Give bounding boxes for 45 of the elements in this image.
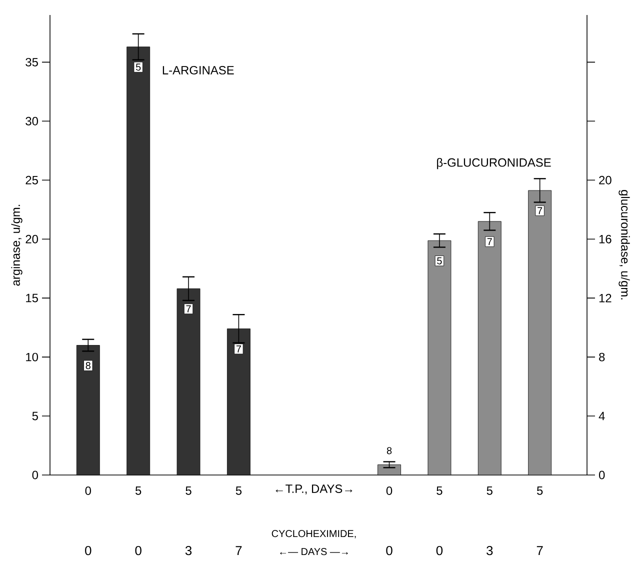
y2-tick-label: 0: [599, 470, 605, 480]
text: 0: [135, 546, 142, 556]
y2-tick-label: 4: [598, 412, 605, 420]
annotation: 8: [86, 362, 90, 370]
annotation: 7: [487, 238, 492, 246]
x-tick-label: 0: [85, 486, 92, 495]
annotation: 5: [437, 257, 442, 264]
x-axis-title: ←T.P., DAYS→: [276, 484, 352, 494]
y-tick-label: 10: [26, 352, 38, 362]
y-axis-title: arginase, u/gm.: [11, 204, 22, 286]
y-tick-label: 5: [32, 412, 38, 420]
y-tick-label: 0: [32, 470, 38, 480]
x-tick-label: 5: [436, 486, 442, 495]
y2-tick-label: 16: [599, 234, 612, 244]
text: 3: [185, 546, 192, 556]
y-tick-label: 25: [26, 176, 38, 184]
y2-tick-label: 12: [599, 294, 612, 302]
y-tick-label: 35: [26, 58, 38, 66]
text: 7: [536, 546, 543, 555]
annotation: 5: [136, 64, 141, 71]
x-tick-label: 5: [236, 486, 242, 495]
text: 0: [85, 546, 92, 556]
text: 7: [236, 546, 242, 555]
y2-tick-label: 8: [599, 352, 605, 362]
x-tick-label: 5: [186, 486, 192, 495]
x-tick-label: 5: [486, 486, 492, 495]
y2-axis-title: glucuronidase, u/gm.: [618, 190, 630, 300]
x-tick-label: 5: [135, 486, 142, 495]
annotation: 7: [538, 207, 542, 214]
text: CYCLOHEXIMIDE,: [272, 530, 356, 538]
text: 3: [486, 546, 493, 556]
legend-label: L-ARGINASE: [162, 66, 234, 74]
text: 0: [386, 546, 392, 556]
annotation: 7: [236, 346, 241, 352]
annotation: 7: [186, 305, 191, 312]
annotation: 8: [386, 447, 392, 454]
x-tick-label: 5: [536, 486, 543, 495]
y-tick-label: 15: [26, 294, 38, 302]
y-tick-label: 20: [26, 234, 38, 244]
x-tick-label: 0: [386, 486, 392, 495]
text: 0: [436, 546, 443, 556]
series-label: β-GLUCURONIDASE: [437, 158, 551, 170]
text: ←— DAYS —→: [280, 548, 348, 556]
y2-tick-label: 20: [599, 176, 612, 184]
y-tick-label: 30: [26, 116, 38, 126]
